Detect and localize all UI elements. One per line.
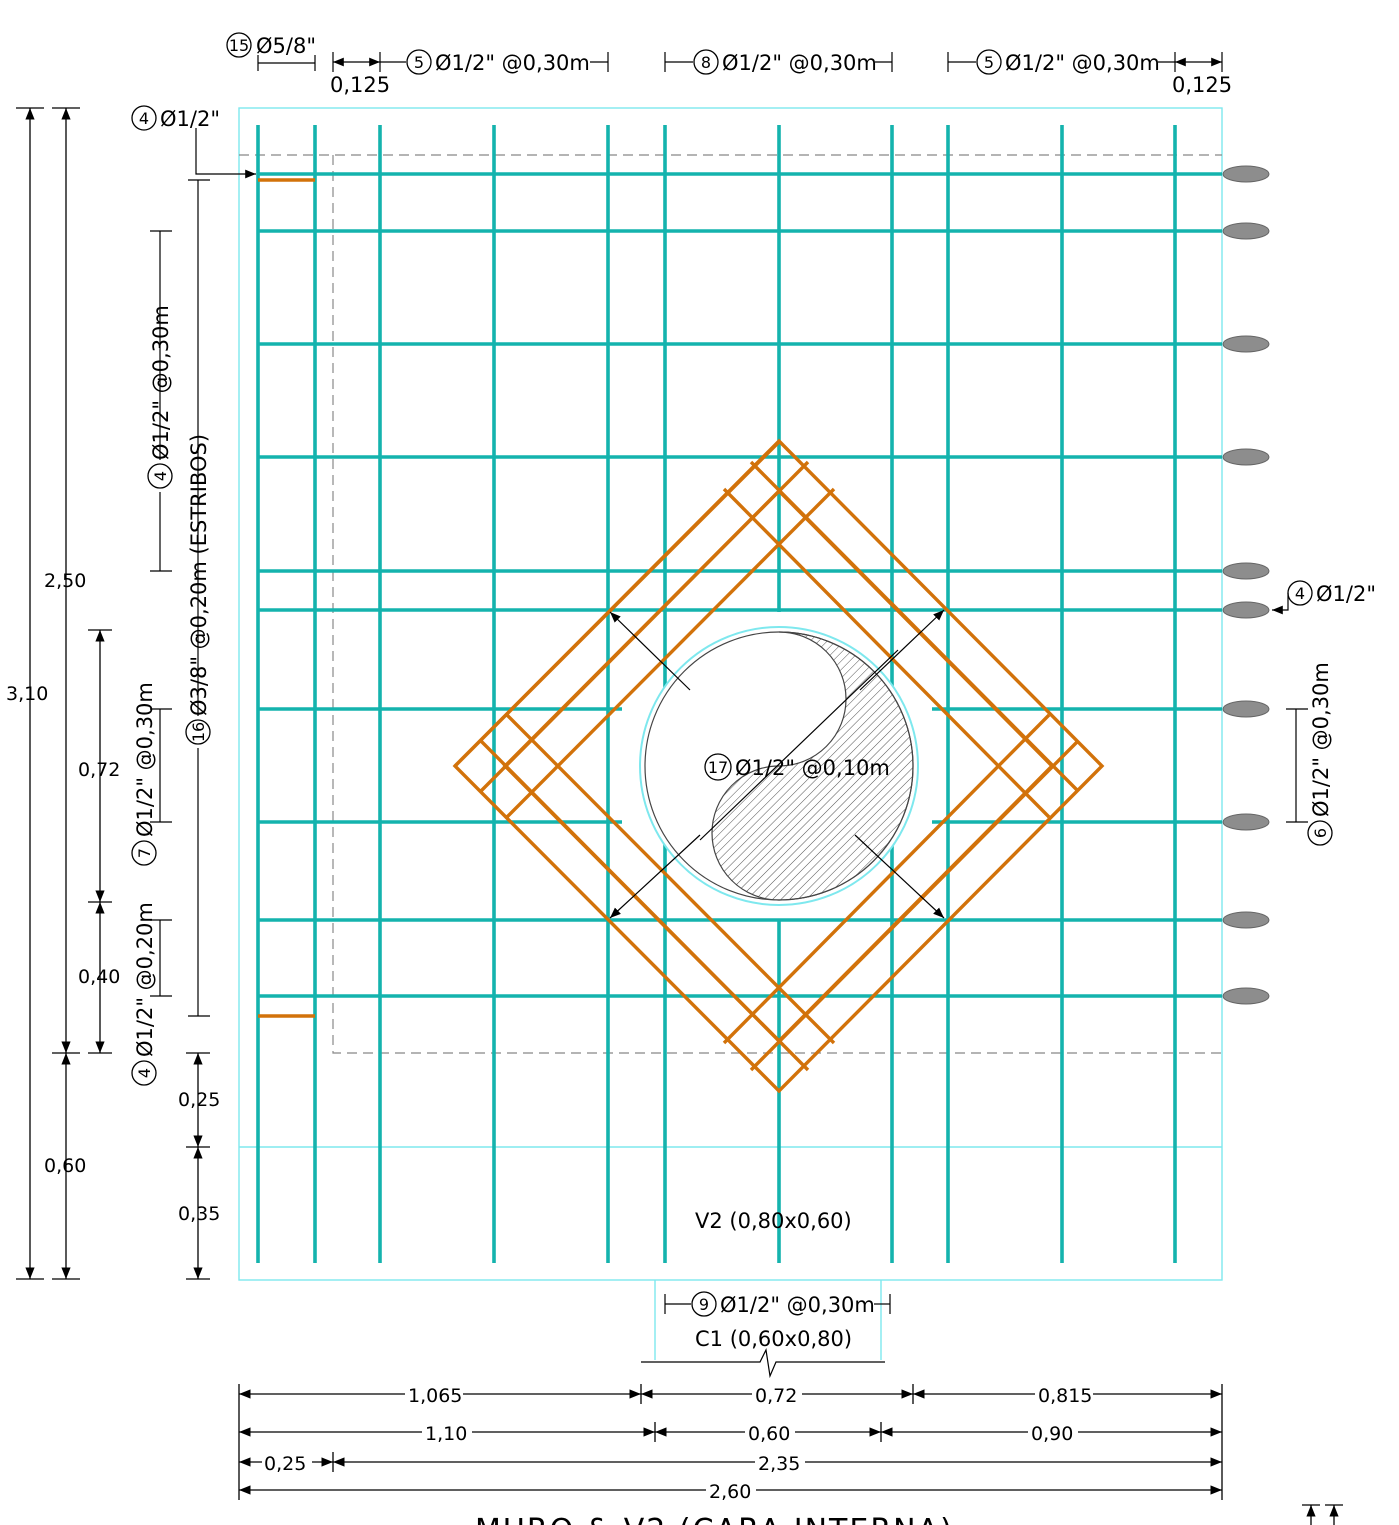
callout-5a-text: Ø1/2" @0,30m bbox=[435, 51, 590, 75]
callout-9-text: Ø1/2" @0,30m bbox=[720, 1293, 875, 1317]
dim-025: 0,25 bbox=[178, 1089, 220, 1111]
break-line bbox=[641, 1350, 885, 1376]
callout-right-6-text: Ø1/2" @0,30m bbox=[1309, 662, 1333, 817]
dim-row2-b: 0,60 bbox=[748, 1423, 790, 1445]
callout-7-number: 7 bbox=[135, 848, 154, 858]
callout-right-6-number: 6 bbox=[1311, 828, 1330, 838]
callout-9: 9 Ø1/2" @0,30m bbox=[665, 1292, 890, 1317]
dim-row3-b: 2,35 bbox=[758, 1453, 800, 1475]
dim-072: 0,72 bbox=[78, 759, 120, 781]
callout-7-text: Ø1/2" @0,30m bbox=[133, 682, 157, 837]
dim-upper: 2,50 bbox=[44, 570, 86, 592]
callout-5b-text: Ø1/2" @0,30m bbox=[1005, 51, 1160, 75]
callout-17-text: Ø1/2" @0,10m bbox=[735, 756, 890, 780]
callout-4-stir-number: 4 bbox=[151, 471, 170, 481]
callout-15-number: 15 bbox=[229, 36, 249, 55]
dim-row1-c: 0,815 bbox=[1038, 1385, 1092, 1407]
callout-5a-number: 5 bbox=[414, 53, 424, 72]
horizontal-dimensions: 1,065 0,72 0,815 1,10 0,60 0,90 0,25 2,3… bbox=[239, 1384, 1222, 1503]
dim-row1-b: 0,72 bbox=[755, 1385, 797, 1407]
callout-4-low-text: Ø1/2" @0,20m bbox=[133, 902, 157, 1057]
callout-17-number: 17 bbox=[708, 758, 728, 777]
callout-4-low-number: 4 bbox=[135, 1068, 154, 1078]
callout-5b-number: 5 bbox=[984, 53, 994, 72]
left-callout-4-top: 4 Ø1/2" bbox=[132, 106, 256, 174]
dim-040: 0,40 bbox=[78, 966, 120, 988]
dim-row2-c: 0,90 bbox=[1031, 1423, 1073, 1445]
callout-8-text: Ø1/2" @0,30m bbox=[722, 51, 877, 75]
callout-8-number: 8 bbox=[701, 53, 711, 72]
callout-right-4-text: Ø1/2" bbox=[1316, 582, 1376, 606]
top-dim-left: 0,125 bbox=[330, 73, 390, 97]
callout-9-number: 9 bbox=[699, 1295, 709, 1314]
callout-16-text: Ø3/8" @0,20m (ESTRIBOS) bbox=[187, 434, 211, 716]
callout-4-stir-text: Ø1/2" @0,30m bbox=[149, 305, 173, 460]
corner-dimension-fragment bbox=[1302, 1505, 1343, 1525]
right-callouts: 4 Ø1/2" 6 Ø1/2" @0,30m bbox=[1272, 581, 1376, 845]
beam-label: V2 (0,80x0,60) bbox=[695, 1209, 852, 1233]
drawing-title: MURO & V2 (CARA INTERNA) bbox=[475, 1513, 954, 1525]
callout-15-text: Ø5/8" bbox=[256, 34, 316, 58]
dim-total: 3,10 bbox=[6, 683, 48, 705]
column-label: C1 (0,60x0,80) bbox=[695, 1327, 852, 1351]
callout-4-top-text: Ø1/2" bbox=[160, 107, 220, 131]
callout-right-4-number: 4 bbox=[1295, 584, 1305, 603]
top-callouts: 15 Ø5/8" 0,125 5 Ø1/2" @0,30m 8 Ø1/2" @0… bbox=[227, 33, 1232, 97]
dim-row3-a: 0,25 bbox=[264, 1453, 306, 1475]
callout-4-top-number: 4 bbox=[139, 109, 149, 128]
dim-035: 0,35 bbox=[178, 1203, 220, 1225]
dim-lower: 0,60 bbox=[44, 1155, 86, 1177]
dim-row1-a: 1,065 bbox=[408, 1385, 462, 1407]
top-dim-right: 0,125 bbox=[1172, 73, 1232, 97]
bar-end-sections bbox=[1223, 166, 1269, 1004]
left-rotated-callouts: 4 Ø1/2" @0,30m 16 Ø3/8" @0,20m (ESTRIBOS… bbox=[132, 180, 211, 1085]
callout-16-number: 16 bbox=[189, 722, 208, 742]
dim-row2-a: 1,10 bbox=[425, 1423, 467, 1445]
dim-row4: 2,60 bbox=[709, 1481, 751, 1503]
